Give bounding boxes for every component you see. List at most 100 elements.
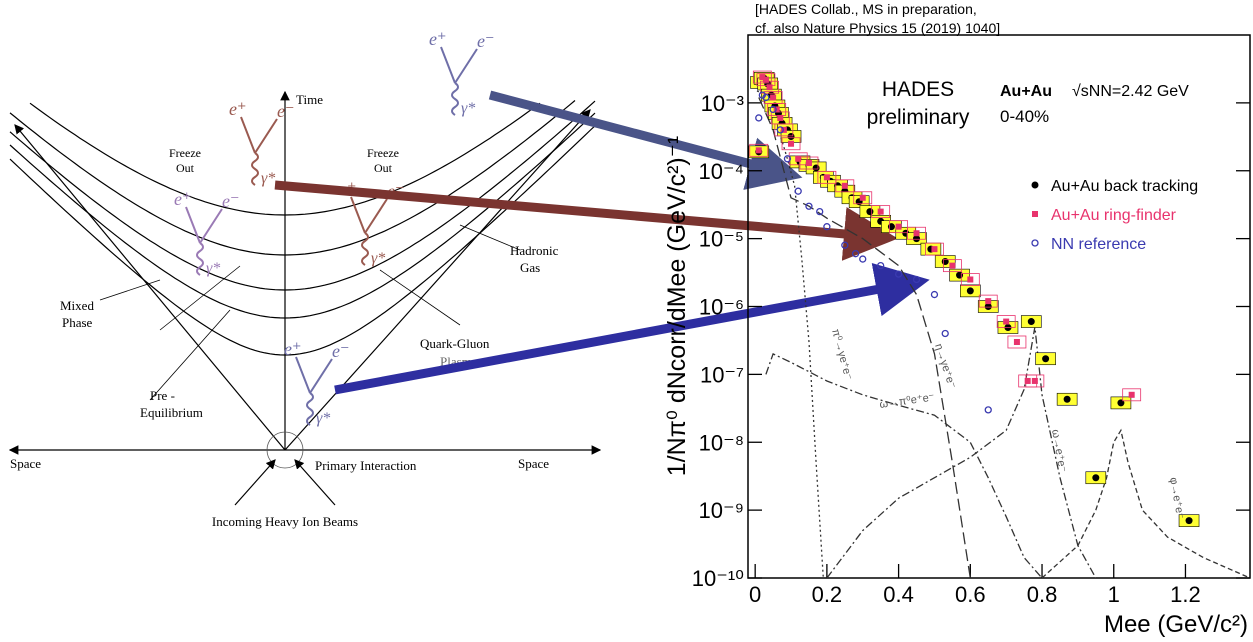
model-curve: [1042, 430, 1250, 578]
marker: [1014, 339, 1020, 345]
centrality: 0-40%: [1000, 107, 1049, 126]
pointer: [150, 310, 230, 400]
marker: [795, 188, 801, 194]
marker: [767, 84, 773, 90]
electron-track: [255, 119, 277, 153]
particle-label: γ*: [461, 100, 475, 117]
marker: [1186, 517, 1193, 524]
marker: [756, 147, 762, 153]
marker: [949, 263, 955, 269]
particle-label: γ*: [261, 170, 275, 187]
time-label: Time: [296, 92, 323, 107]
model-curve: [759, 98, 971, 579]
photon: [362, 233, 368, 265]
marker: [942, 258, 949, 265]
primary-interaction-label: Primary Interaction: [315, 458, 417, 473]
marker: [860, 195, 866, 201]
x-tick-label: 1.2: [1170, 582, 1201, 607]
hyperbolas: [10, 101, 595, 356]
particle-label: γ*: [316, 410, 330, 427]
diagram-labels: Time Freeze Out Freeze Out Hadronic Gas …: [10, 92, 559, 529]
electron-track: [200, 209, 222, 243]
marker: [931, 292, 937, 298]
pre-equilibrium-label: Pre -: [150, 388, 175, 403]
y-tick-label: 10⁻¹⁰: [692, 566, 744, 591]
qgp-label: Quark-Gluon: [420, 336, 490, 351]
marker: [878, 209, 884, 215]
system: Au+Au: [1000, 83, 1052, 100]
particle-label: e⁺: [284, 339, 302, 359]
marker: [853, 251, 859, 257]
legend-marker: [1032, 182, 1039, 189]
marker: [806, 160, 812, 166]
marker: [914, 276, 920, 282]
hadronic-gas-label: Hadronic: [510, 243, 559, 258]
particle-sketch: e⁺ e⁻ γ*: [429, 29, 495, 117]
freeze-out-label: Out: [374, 161, 393, 175]
y-tick-label: 10⁻⁴: [698, 159, 744, 184]
legend-marker: [1032, 240, 1038, 246]
annotation: preliminary: [867, 106, 970, 129]
marker: [1003, 319, 1009, 325]
marker: [860, 256, 866, 262]
beam: [235, 460, 275, 505]
electron-track: [455, 49, 477, 83]
particle-label: e⁻: [477, 31, 495, 51]
freeze-out-label: Freeze: [367, 146, 399, 160]
curve-label: ω→e⁺e⁻: [1049, 428, 1068, 473]
marker: [985, 298, 991, 304]
x-tick-label: 0.4: [883, 582, 914, 607]
marker: [888, 223, 895, 230]
hadronic-gas-label: Gas: [520, 260, 540, 275]
particle-label: e⁻: [222, 191, 240, 211]
marker: [967, 287, 974, 294]
y-tick-label: 10⁻⁶: [699, 295, 744, 320]
space-label: Space: [518, 456, 549, 471]
citation: [HADES Collab., MS in preparation,: [755, 1, 977, 17]
particle-label: e⁻: [332, 341, 350, 361]
model-curve: [766, 354, 1042, 578]
x-tick-label: 0.2: [812, 582, 843, 607]
x-tick-label: 0.8: [1027, 582, 1058, 607]
particle-label: γ*: [206, 260, 220, 277]
electron-track: [310, 359, 332, 393]
marker: [931, 246, 937, 252]
pointer: [380, 270, 460, 325]
annotation: HADES: [882, 78, 954, 101]
pre-equilibrium-label: Equilibrium: [140, 405, 203, 420]
marker: [967, 276, 973, 282]
marker: [842, 242, 848, 248]
freeze-out-label: Out: [176, 161, 195, 175]
marker: [763, 77, 769, 83]
x-tick-label: 0: [749, 582, 761, 607]
marker: [1042, 355, 1049, 362]
marker: [777, 115, 783, 121]
legend-label: NN reference: [1051, 236, 1146, 253]
y-tick-label: 10⁻⁹: [698, 498, 744, 523]
marker: [756, 115, 762, 121]
marker: [956, 272, 963, 279]
beams-label: Incoming Heavy Ion Beams: [212, 514, 358, 529]
space-label: Space: [10, 456, 41, 471]
arrow: [275, 185, 880, 237]
particle-label: γ*: [371, 250, 385, 267]
particle-label: e⁺: [429, 29, 447, 49]
y-tick-label: 10⁻⁷: [700, 362, 744, 387]
marker: [1064, 396, 1071, 403]
marker: [1129, 392, 1135, 398]
particle-label: e⁺: [174, 189, 192, 209]
photon: [252, 153, 258, 185]
legend-label: Au+Au ring-finder: [1051, 207, 1177, 224]
electron-track: [186, 207, 200, 243]
marker: [896, 271, 902, 277]
freeze-out-label: Freeze: [169, 146, 201, 160]
electron-track: [441, 47, 455, 83]
marker: [788, 133, 795, 140]
marker: [866, 208, 873, 215]
particle-label: e⁻: [277, 101, 295, 121]
hyperbola: [10, 113, 595, 318]
hyperbola: [10, 126, 595, 355]
mixed-phase-label: Phase: [62, 315, 93, 330]
legend-marker: [1032, 211, 1038, 217]
marker: [788, 141, 794, 147]
